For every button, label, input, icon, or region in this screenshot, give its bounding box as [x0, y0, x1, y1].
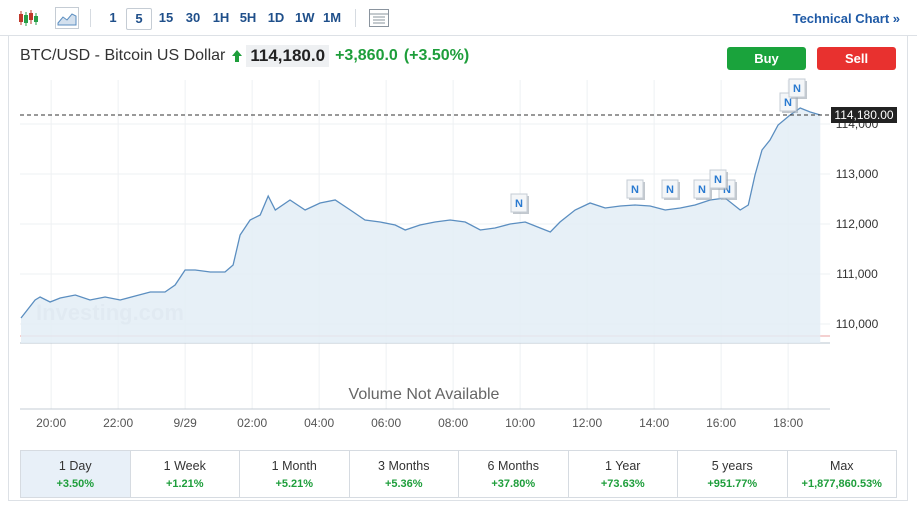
table-icon[interactable]: [368, 8, 390, 28]
change-percent: (+3.50%): [403, 47, 470, 64]
separator: [90, 9, 91, 27]
volume-note: Volume Not Available: [349, 386, 500, 403]
period-label: 3 Months: [378, 459, 430, 473]
period-label: 5 years: [711, 459, 753, 473]
x-tick-label: 06:00: [371, 416, 401, 430]
period-change: +1.21%: [165, 478, 204, 490]
price-line: [20, 107, 821, 319]
period-change: +5.36%: [384, 478, 423, 490]
news-marker-box: [661, 179, 679, 199]
y-tick-label: 111,000: [836, 267, 878, 281]
interval-button[interactable]: 1H: [212, 10, 230, 25]
x-tick-label: 22:00: [103, 416, 133, 430]
news-marker-label: N: [698, 184, 706, 196]
news-marker: N: [693, 179, 712, 200]
y-tick-label: 112,000: [836, 217, 879, 231]
period-change: +73.63%: [600, 478, 645, 490]
period-cell[interactable]: 1 Day +3.50%: [21, 451, 130, 497]
interval-button[interactable]: 1M: [323, 10, 342, 25]
period-table: 1 Day +3.50% 1 Week +1.21% 1 Month +5.21% 3 Mo…: [20, 450, 897, 498]
y-tick-label: 113,000: [836, 167, 879, 181]
area-icon[interactable]: [55, 7, 79, 29]
period-label: Max: [829, 459, 854, 473]
x-tick-label: 9/29: [173, 416, 197, 430]
news-marker: N: [626, 179, 645, 200]
chart-frame: [8, 35, 908, 501]
period-change: +5.21%: [275, 478, 314, 490]
x-tick-label: 14:00: [639, 416, 669, 430]
x-tick-label: 08:00: [438, 416, 468, 430]
chart: 20:00 22:00 9/29 02:00 04:00 06:00 08:00 10:00 1…: [20, 78, 897, 430]
price: 114,180.0: [246, 45, 330, 67]
period-change: +3.50%: [56, 478, 95, 490]
x-tick-label: 18:00: [773, 416, 803, 430]
interval-button[interactable]: 1D: [267, 10, 285, 25]
news-marker: N: [510, 193, 529, 214]
interval-button[interactable]: 30: [185, 10, 201, 25]
news-marker: N: [709, 169, 728, 190]
period-cell[interactable]: 1 Week +1.21%: [129, 451, 240, 497]
buy-button[interactable]: Buy: [727, 47, 806, 70]
news-marker-box: [709, 169, 727, 189]
period-label: 1 Day: [58, 459, 92, 473]
news-marker: N: [788, 78, 807, 99]
period-label: 1 Month: [271, 459, 317, 473]
sell-button[interactable]: Sell: [817, 47, 896, 70]
instrument-header: BTC/USD - Bitcoin US Dollar 114,180.0 +3…: [20, 45, 469, 67]
period-label: 1 Year: [605, 459, 641, 473]
interval-button[interactable]: 15: [158, 10, 174, 25]
separator: [355, 9, 356, 27]
change: +3,860.0: [335, 47, 398, 64]
period-cell[interactable]: Max +1,877,860.53%: [786, 451, 897, 497]
x-tick-label: 04:00: [304, 416, 334, 430]
candles-icon[interactable]: [18, 8, 40, 28]
last-price-label: 114,180.00: [834, 108, 893, 122]
period-change: +1,877,860.53%: [801, 478, 882, 490]
interval-button[interactable]: 1W: [295, 10, 315, 25]
news-marker-label: N: [793, 83, 801, 95]
news-marker-box: [510, 193, 528, 213]
x-tick-label: 02:00: [237, 416, 267, 430]
y-tick-label: 110,000: [836, 317, 879, 331]
news-marker-label: N: [515, 198, 523, 210]
period-cell[interactable]: 1 Month +5.21%: [239, 451, 349, 497]
x-tick-label: 20:00: [36, 416, 66, 430]
news-marker-box: [626, 179, 644, 199]
news-marker-label: N: [631, 184, 639, 196]
x-tick-label: 12:00: [572, 416, 602, 430]
period-cell[interactable]: 6 Months +37.80%: [458, 451, 568, 497]
instrument-name: BTC/USD - Bitcoin US Dollar: [20, 47, 226, 64]
news-marker-box: [693, 179, 711, 199]
period-cell[interactable]: 1 Year +73.63%: [567, 451, 678, 497]
x-tick-label: 16:00: [706, 416, 736, 430]
up-arrow: [232, 50, 243, 62]
period-label: 1 Week: [163, 459, 206, 473]
news-marker-label: N: [714, 174, 722, 186]
last-price-tag: [831, 107, 897, 123]
period-change: +951.77%: [707, 478, 758, 490]
period-cell[interactable]: 5 years +951.77%: [677, 451, 787, 497]
news-marker-label: N: [784, 97, 792, 109]
period-change: +37.80%: [491, 478, 536, 490]
technical-chart-link[interactable]: Technical Chart »: [792, 11, 900, 26]
news-marker-label: N: [666, 184, 674, 196]
interval-button[interactable]: 5: [126, 8, 152, 30]
news-marker: N: [661, 179, 680, 200]
interval-button[interactable]: 5H: [239, 10, 257, 25]
period-label: 6 Months: [487, 459, 539, 473]
period-cell[interactable]: 3 Months +5.36%: [348, 451, 459, 497]
interval-button[interactable]: 1: [109, 10, 117, 25]
news-marker-box: [788, 78, 806, 98]
x-tick-label: 10:00: [505, 416, 535, 430]
